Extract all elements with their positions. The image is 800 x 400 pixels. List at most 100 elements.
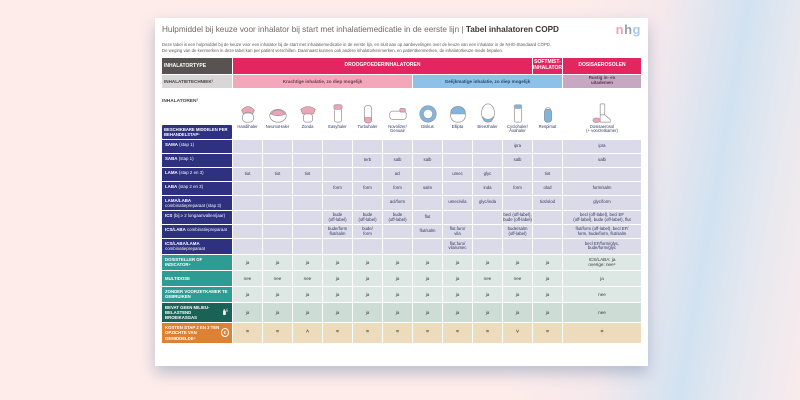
med-cell xyxy=(233,195,262,211)
header-softmist-inhalator: SOFTMIST- INHALATOR xyxy=(533,57,562,74)
med-cell: tiot/olod xyxy=(533,195,562,211)
inhalatoren-label: INHALATOREN² xyxy=(162,98,199,104)
inhalatietechniek-row: INHALATIETECHNIEK¹ Krachtige inhalatie, … xyxy=(162,74,641,88)
attr-cell: ja xyxy=(473,254,502,270)
attr-row-label-text: BEVAT GEEN MILIEU- BELASTEND BROEIKASGAS xyxy=(165,304,210,321)
med-row-title: ICS/LABA/LAMA xyxy=(165,241,200,247)
beschikbare-middelen-label: BESCHIKBARE MIDDELEN PER BEHANDELSTAP³ xyxy=(162,124,232,139)
intro-line-1: Deze tabel is een hulpmiddel bij de keuz… xyxy=(162,42,552,47)
nhg-logo-letter-h: h xyxy=(624,22,633,37)
attr-row-3: ZONDER VOORZETKAMER TE GEBRUIKEN ja ja ja ja… xyxy=(162,286,641,302)
device-column-2: NeumoHaler xyxy=(263,89,292,139)
med-cell xyxy=(353,167,382,181)
page-title-regular: Hulpmiddel bij keuze voor inhalator bij … xyxy=(162,25,466,34)
med-cell xyxy=(503,195,532,211)
med-cell: form xyxy=(353,181,382,195)
med-cell xyxy=(383,139,412,153)
device-column-9: Breezhaler xyxy=(473,89,502,139)
attr-cell: ja xyxy=(503,302,532,323)
novolizer-genuair-inhaler-icon xyxy=(387,99,409,125)
attr-cell: ja xyxy=(383,270,412,286)
med-row-subtitle: combinatiepreparaat (stap 3) xyxy=(165,202,222,208)
med-cell: terb xyxy=(353,153,382,167)
med-cell xyxy=(413,195,442,211)
med-row-ics-laba: ICS/LABA combinatiepreparaat bude/form fl… xyxy=(162,225,641,239)
med-cell xyxy=(263,153,292,167)
med-cell xyxy=(533,211,562,225)
med-row-subtitle: (stap 1) xyxy=(178,155,194,161)
attr-cell: ja xyxy=(293,286,322,302)
attr-cell: nee xyxy=(503,270,532,286)
attr-cell: ˄ xyxy=(293,323,322,343)
med-row-title: SABA xyxy=(165,155,178,161)
attr-cell: ja xyxy=(473,302,502,323)
attr-row-label: ZONDER VOORZETKAMER TE GEBRUIKEN xyxy=(162,286,232,302)
device-name: Respimat xyxy=(538,123,557,129)
med-cell xyxy=(413,239,442,254)
attr-cell: ja xyxy=(443,302,472,323)
med-cell: tiot xyxy=(263,167,292,181)
med-cell: becl (off-label), becl EF (off-label), b… xyxy=(563,211,641,225)
med-cell xyxy=(323,167,352,181)
med-cell xyxy=(263,139,292,153)
device-column-11: Respimat xyxy=(533,89,562,139)
med-cell xyxy=(293,139,322,153)
med-row-subtitle: (stap 2 en 3) xyxy=(178,169,204,175)
attr-cell: ja xyxy=(353,270,382,286)
attr-cell: = xyxy=(443,323,472,343)
device-column-12: Dosisaerosol (+ voorzetkamer) xyxy=(563,89,641,139)
med-cell xyxy=(443,153,472,167)
med-cell xyxy=(263,211,292,225)
med-cell xyxy=(263,181,292,195)
med-cell: flut xyxy=(413,211,442,225)
med-cell xyxy=(563,167,641,181)
med-cell: salm xyxy=(413,181,442,195)
med-cell xyxy=(293,211,322,225)
attr-cell: ICS/LABA: ja overige: nee⁴ xyxy=(563,254,641,270)
med-cell: becl EF/form/glyc, bude/form/glyc xyxy=(563,239,641,254)
inhalatoren-row: INHALATOREN² BESCHIKBARE MIDDELEN PER BE… xyxy=(162,89,641,139)
inhalatietechniek-label: INHALATIETECHNIEK¹ xyxy=(162,74,232,88)
med-row-label: ICS/LABA combinatiepreparaat xyxy=(162,225,232,239)
med-cell: ipra xyxy=(503,139,532,153)
med-cell xyxy=(473,211,502,225)
med-cell xyxy=(383,239,412,254)
med-row-label: ICS/LABA/LAMA combinatiepreparaat xyxy=(162,239,232,254)
attr-cell: ja xyxy=(323,302,352,323)
page-title: Hulpmiddel bij keuze voor inhalator bij … xyxy=(162,25,559,34)
device-name: NeumoHaler xyxy=(265,123,290,129)
med-cell xyxy=(293,181,322,195)
med-row-label: ICS (bij ≥ 2 longaanvallen/jaar) xyxy=(162,211,232,225)
euro-coin-icon: € xyxy=(220,328,229,338)
med-cell xyxy=(233,225,262,239)
device-name: Zonda xyxy=(301,123,314,129)
med-cell: salb xyxy=(413,153,442,167)
med-cell xyxy=(533,153,562,167)
med-cell xyxy=(323,153,352,167)
device-column-8: Ellipta xyxy=(443,89,472,139)
techniek-gelijkmatige-inhalatie: Gelijkmatige inhalatie, zo diep mogelijk xyxy=(413,74,562,88)
med-cell: bude (off-label) xyxy=(323,211,352,225)
med-row-subtitle: (stap 2 en 3) xyxy=(178,183,204,189)
attr-cell: ja xyxy=(443,286,472,302)
attr-cell: ja xyxy=(323,270,352,286)
attr-cell: ja xyxy=(323,254,352,270)
device-name: Ellipta xyxy=(451,123,464,129)
nhg-logo-letter-n: n xyxy=(615,22,625,37)
attr-cell: = xyxy=(563,323,641,343)
attr-cell: ja xyxy=(413,302,442,323)
med-cell xyxy=(473,153,502,167)
attr-cell: = xyxy=(263,323,292,343)
med-cell: glyc/form xyxy=(563,195,641,211)
med-cell xyxy=(233,139,262,153)
attr-cell: nee xyxy=(473,270,502,286)
med-cell xyxy=(473,139,502,153)
attr-cell: nee xyxy=(233,270,262,286)
med-cell: acl/form xyxy=(383,195,412,211)
med-cell xyxy=(293,225,322,239)
attr-cell: ja xyxy=(413,254,442,270)
attr-cell: = xyxy=(383,323,412,343)
attr-cell: = xyxy=(533,323,562,343)
med-cell: form/salm xyxy=(563,181,641,195)
